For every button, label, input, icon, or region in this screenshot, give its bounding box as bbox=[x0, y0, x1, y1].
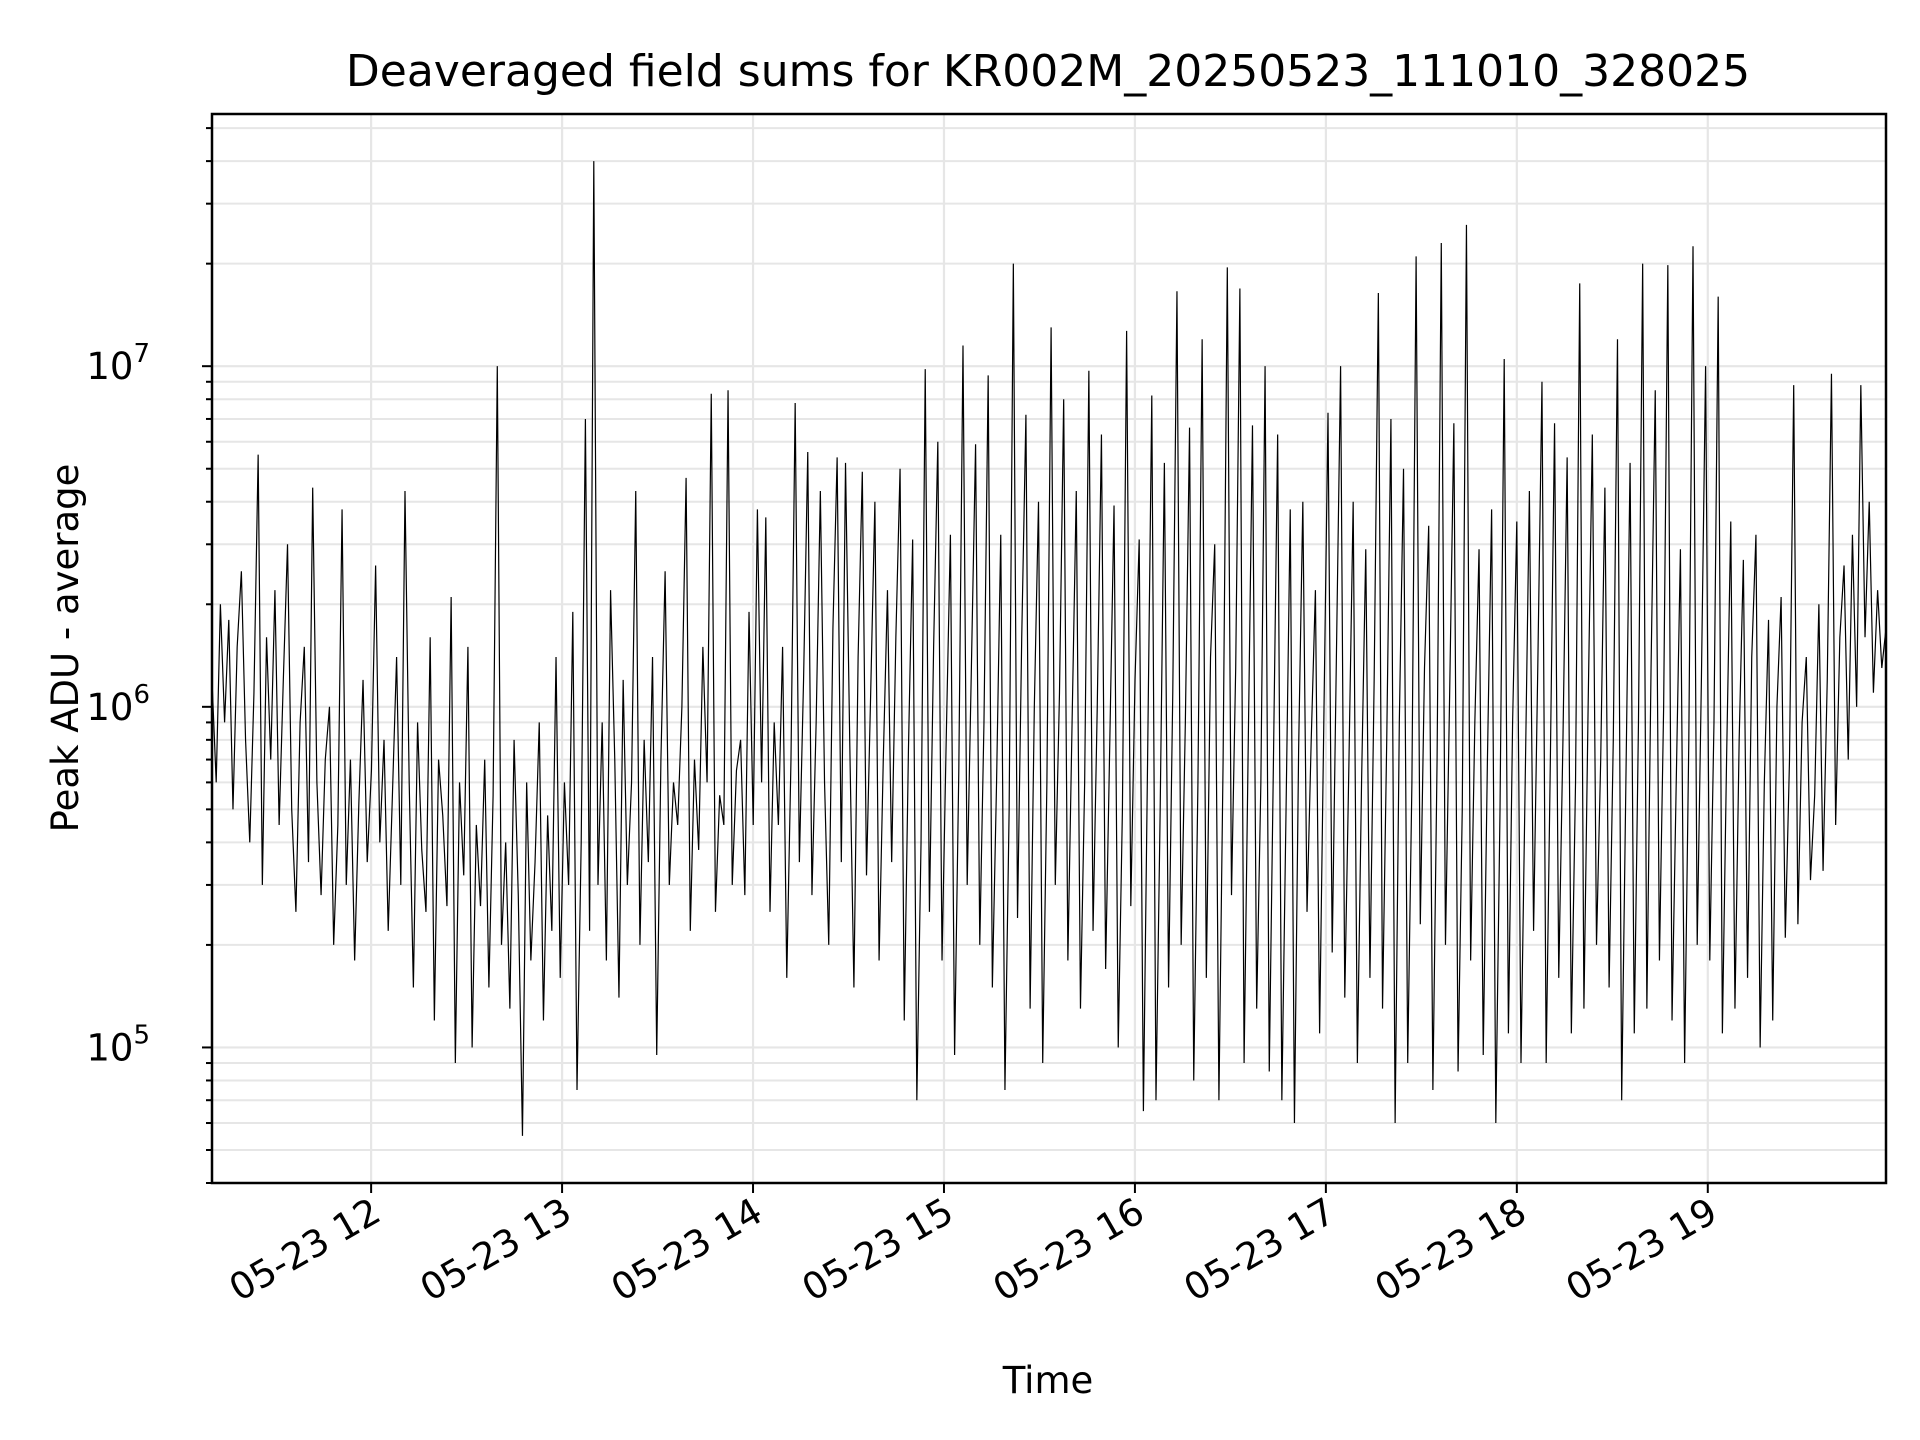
x-axis: 05-23 12 05-23 13 05-23 14 05-23 15 05-23 16… bbox=[222, 1183, 1724, 1310]
y-tick-label: 105 bbox=[86, 1020, 150, 1069]
x-tick-label: 05-23 12 bbox=[222, 1190, 388, 1310]
y-tick-label: 107 bbox=[86, 339, 150, 388]
x-tick-label: 05-23 16 bbox=[986, 1190, 1152, 1310]
data-series bbox=[211, 161, 1887, 1136]
x-tick-label: 05-23 19 bbox=[1559, 1190, 1725, 1310]
y-tick-label: 106 bbox=[86, 680, 150, 729]
x-tick-label: 05-23 15 bbox=[795, 1190, 961, 1310]
plot-frame bbox=[210, 112, 1888, 1185]
y-axis-label: Peak ADU - average bbox=[44, 464, 87, 833]
chart-title: Deaveraged field sums for KR002M_2025052… bbox=[346, 46, 1750, 97]
x-tick-label: 05-23 18 bbox=[1368, 1190, 1534, 1310]
y-axis: 105 106 107 bbox=[86, 127, 212, 1184]
x-tick-label: 05-23 14 bbox=[604, 1190, 770, 1310]
series-line bbox=[211, 161, 1887, 1136]
x-axis-label: Time bbox=[1002, 1359, 1094, 1402]
x-tick-label: 05-23 13 bbox=[413, 1190, 579, 1310]
x-tick-label: 05-23 17 bbox=[1177, 1190, 1343, 1310]
